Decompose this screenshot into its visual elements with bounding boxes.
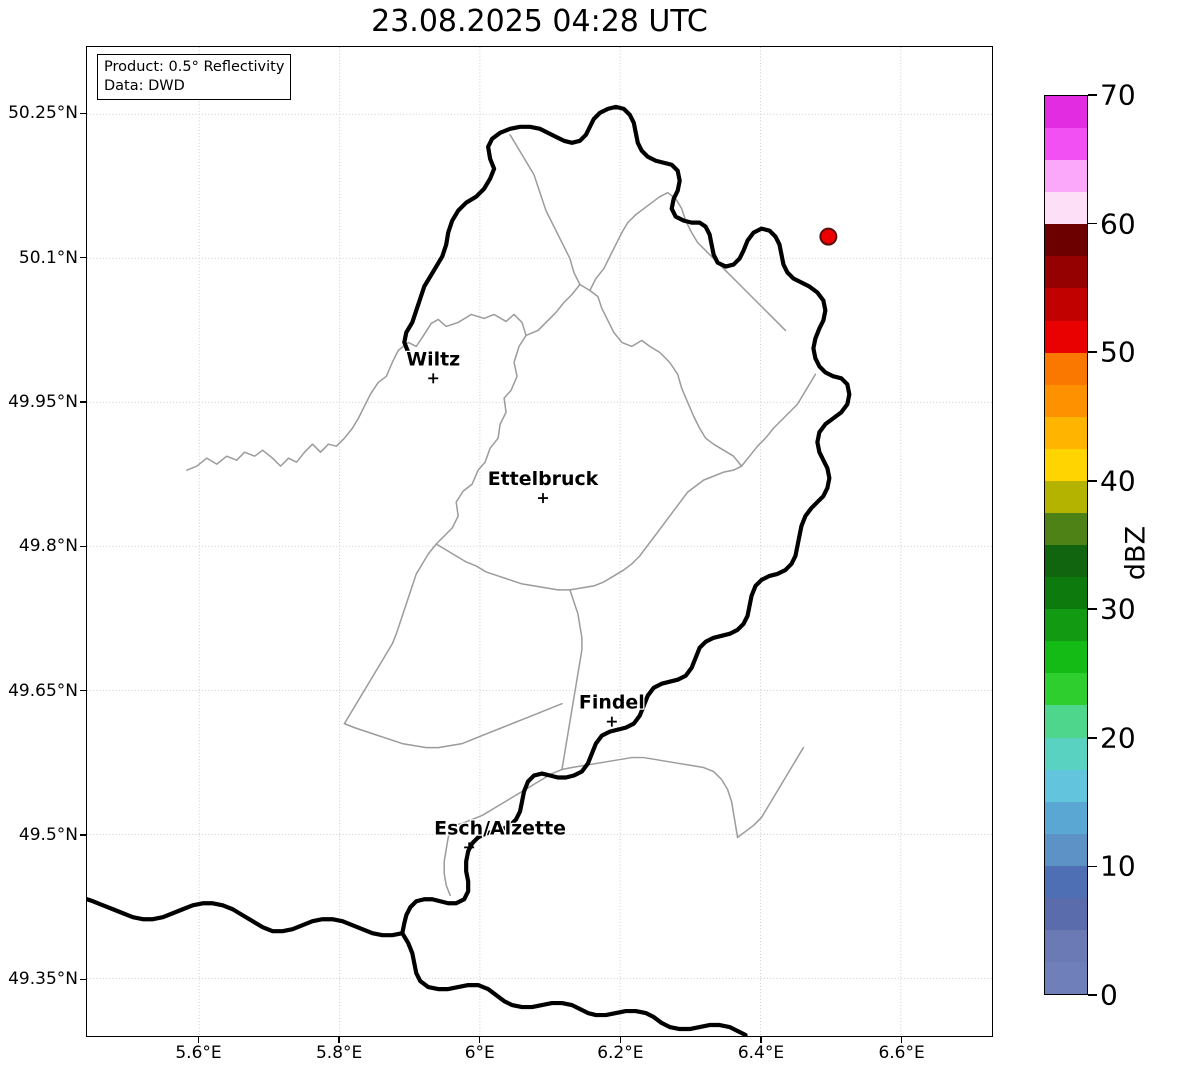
colorbar-band — [1045, 480, 1087, 514]
city-marker-ettelbruck — [538, 493, 548, 504]
longitude-tick-mark — [619, 1037, 622, 1043]
radar-echo-point[interactable] — [819, 227, 838, 246]
colorbar[interactable] — [1044, 95, 1088, 995]
city-label-wiltz: Wiltz — [406, 348, 460, 370]
latitude-tick-mark — [80, 689, 86, 692]
latitude-tick-mark — [80, 401, 86, 403]
colorbar-tick-mark — [1088, 865, 1097, 868]
longitude-tick-mark — [338, 1037, 340, 1043]
city-marker-esch-alzette — [464, 842, 475, 853]
colorbar-band — [1045, 448, 1087, 481]
colorbar-band — [1045, 737, 1087, 770]
colorbar-band — [1045, 705, 1087, 738]
longitude-tick-label: 6.4°E — [737, 1043, 785, 1063]
colorbar-band — [1045, 930, 1087, 963]
city-marker-wiltz — [428, 373, 439, 384]
latitude-tick-mark — [80, 545, 86, 547]
latitude-tick-mark — [80, 112, 86, 115]
latitude-tick-label: 49.5°N — [18, 824, 78, 845]
latitude-tick-label: 49.95°N — [8, 391, 78, 412]
info-product-line: Product: 0.5° Reflectivity — [104, 59, 285, 75]
colorbar-band — [1045, 416, 1087, 449]
colorbar-axis-label: dBZ — [1120, 525, 1152, 581]
city-markers — [428, 373, 617, 853]
colorbar-tick-mark — [1088, 222, 1097, 225]
colorbar-band — [1045, 288, 1087, 321]
latitude-tick-label: 50.1°N — [18, 247, 78, 268]
map-graphics: Wiltz Ettelbruck Findel Esch/Alzette — [87, 47, 992, 1036]
page-title: 23.08.2025 04:28 UTC — [371, 4, 708, 39]
city-marker-findel — [606, 716, 617, 727]
colorbar-band — [1045, 96, 1087, 129]
colorbar-tick-mark — [1088, 94, 1097, 96]
colorbar-band — [1045, 352, 1087, 385]
city-labels: Wiltz Ettelbruck Findel Esch/Alzette — [405, 347, 646, 841]
colorbar-band — [1045, 577, 1087, 610]
colorbar-band — [1045, 224, 1087, 257]
colorbar-band — [1045, 160, 1087, 193]
colorbar-band — [1045, 320, 1087, 353]
city-label-findel: Findel — [579, 692, 645, 714]
colorbar-tick-label: 60 — [1100, 207, 1136, 241]
colorbar-tick-mark — [1088, 479, 1097, 482]
colorbar-band — [1045, 801, 1087, 834]
colorbar-band — [1045, 673, 1087, 706]
colorbar-band — [1045, 897, 1087, 931]
colorbar-band — [1045, 962, 1087, 995]
latitude-tick-label: 49.35°N — [8, 969, 78, 990]
colorbar-tick-label: 10 — [1100, 849, 1136, 883]
longitude-tick-mark — [760, 1037, 762, 1043]
latitude-tick-label: 49.8°N — [18, 536, 78, 557]
country-border-luxembourg — [87, 104, 852, 1036]
colorbar-band — [1045, 769, 1087, 802]
colorbar-tick-mark — [1088, 351, 1097, 354]
latitude-tick-mark — [80, 256, 86, 259]
radar-echo-points — [819, 227, 838, 246]
colorbar-tick-label: 70 — [1100, 78, 1136, 112]
longitude-tick-label: 6°E — [464, 1043, 495, 1063]
latitude-tick-mark — [80, 978, 86, 980]
colorbar-band — [1045, 513, 1087, 546]
colorbar-tick-label: 50 — [1100, 335, 1136, 369]
longitude-tick-label: 5.6°E — [175, 1043, 222, 1063]
info-data-line: Data: DWD — [104, 77, 185, 94]
colorbar-tick-label: 30 — [1100, 592, 1136, 626]
latitude-tick-label: 49.65°N — [8, 680, 78, 701]
longitude-tick-mark — [479, 1037, 481, 1043]
latitude-tick-label: 50.25°N — [8, 103, 78, 124]
colorbar-tick-mark — [1088, 736, 1097, 739]
colorbar-tick-label: 20 — [1100, 721, 1136, 755]
colorbar-tick-mark — [1088, 994, 1097, 996]
longitude-tick-label: 6.2°E — [597, 1043, 644, 1063]
longitude-tick-mark — [197, 1037, 200, 1043]
colorbar-band — [1045, 833, 1087, 866]
colorbar-band — [1045, 256, 1087, 289]
city-label-esch-alzette: Esch/Alzette — [434, 817, 566, 839]
map-plot-area[interactable]: Wiltz Ettelbruck Findel Esch/Alzette Pro… — [86, 46, 993, 1037]
colorbar-band — [1045, 192, 1087, 225]
latitude-tick-mark — [80, 834, 86, 836]
colorbar-band — [1045, 641, 1087, 674]
colorbar-band — [1045, 545, 1087, 578]
gridlines — [87, 47, 992, 1036]
city-label-ettelbruck: Ettelbruck — [488, 468, 599, 490]
longitude-tick-label: 5.8°E — [315, 1043, 363, 1063]
longitude-tick-mark — [900, 1037, 903, 1043]
longitude-tick-label: 6.6°E — [878, 1043, 925, 1063]
colorbar-tick-label: 0 — [1100, 978, 1118, 1012]
product-info-box: Product: 0.5° Reflectivity Data: DWD — [97, 54, 292, 101]
colorbar-tick-mark — [1088, 608, 1097, 611]
district-borders — [186, 134, 817, 897]
colorbar-tick-label: 40 — [1100, 464, 1136, 498]
colorbar-band — [1045, 609, 1087, 642]
colorbar-band — [1045, 865, 1087, 898]
colorbar-band — [1045, 128, 1087, 161]
colorbar-band — [1045, 384, 1087, 417]
